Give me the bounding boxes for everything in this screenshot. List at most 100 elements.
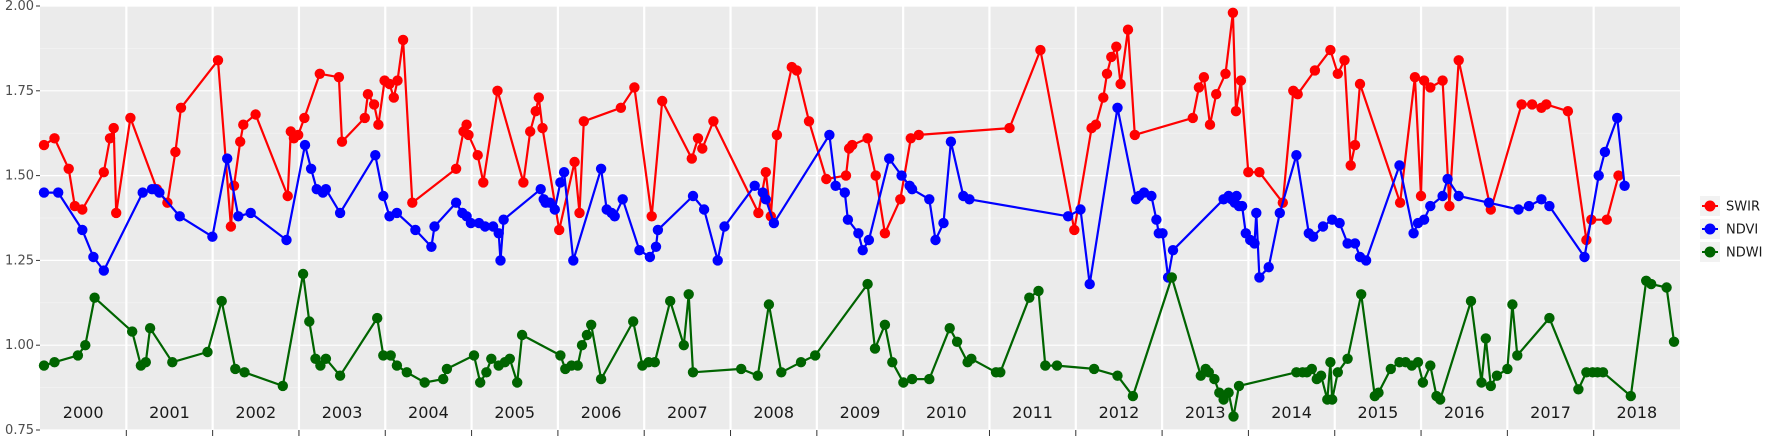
data-point <box>1306 363 1318 375</box>
data-point <box>1227 7 1239 18</box>
data-point <box>450 197 462 208</box>
data-point <box>1573 384 1584 395</box>
data-point <box>1437 75 1448 86</box>
data-point <box>368 99 380 110</box>
data-point <box>821 173 832 185</box>
data-point <box>1409 72 1421 83</box>
data-point <box>388 92 399 103</box>
data-point <box>1332 367 1344 378</box>
data-point <box>1339 55 1350 66</box>
data-point <box>1112 102 1123 114</box>
data-point <box>1187 112 1199 124</box>
data-point <box>478 177 489 188</box>
data-point <box>863 234 875 246</box>
data-point <box>154 187 165 198</box>
data-point <box>1513 204 1524 215</box>
data-point <box>879 319 891 330</box>
data-point <box>1597 367 1609 378</box>
data-point <box>1127 390 1139 402</box>
data-point <box>525 126 536 137</box>
data-point <box>239 367 250 378</box>
year-labels: 2000 2001 2002 2003 2004 2005 2006 2007 2008 2009… <box>63 403 1657 436</box>
data-point <box>555 177 566 188</box>
year-label: 2002 <box>235 403 276 422</box>
data-point <box>1231 190 1242 202</box>
data-point <box>1084 278 1095 290</box>
data-point <box>450 163 462 174</box>
data-point <box>1193 82 1205 93</box>
legend: SWIR NDVI NDWI <box>1700 196 1762 262</box>
data-point <box>314 68 325 80</box>
data-point <box>397 34 409 46</box>
data-point <box>49 133 60 144</box>
data-point <box>111 207 122 219</box>
data-point <box>839 187 850 198</box>
data-point <box>537 122 548 134</box>
data-point <box>1069 224 1080 236</box>
data-point <box>518 177 529 188</box>
data-point <box>1507 299 1518 310</box>
year-label: 2000 <box>63 403 104 422</box>
data-point <box>791 65 802 76</box>
year-label: 2015 <box>1358 403 1399 422</box>
data-point <box>1437 190 1448 202</box>
data-point <box>1599 146 1611 158</box>
data-point <box>568 255 579 266</box>
data-point <box>1249 238 1260 249</box>
year-label: 2016 <box>1444 403 1485 422</box>
data-point <box>1444 200 1455 212</box>
year-label: 2010 <box>926 403 967 422</box>
year-label: 2018 <box>1616 403 1657 422</box>
data-point <box>372 312 383 324</box>
data-point <box>1646 278 1657 290</box>
data-point <box>558 167 570 178</box>
data-point <box>1035 44 1046 56</box>
data-point <box>53 187 64 198</box>
data-point <box>384 78 395 90</box>
data-point <box>1228 411 1239 422</box>
data-point <box>104 133 116 144</box>
data-point <box>938 217 949 229</box>
data-point <box>595 163 607 174</box>
y-tick-label: 1.50 <box>5 169 34 184</box>
data-point <box>1408 228 1419 239</box>
data-point <box>719 221 730 232</box>
data-point <box>634 245 645 256</box>
data-point <box>945 136 957 147</box>
data-point <box>504 353 515 364</box>
data-point <box>492 85 503 97</box>
data-point <box>905 133 916 144</box>
data-point <box>930 234 941 246</box>
data-point <box>495 255 506 266</box>
data-point <box>1373 387 1384 398</box>
data-point <box>698 204 710 215</box>
data-point <box>1146 190 1157 202</box>
data-point <box>966 353 977 364</box>
data-point <box>370 150 381 161</box>
year-label: 2017 <box>1530 403 1571 422</box>
data-point <box>391 360 403 371</box>
data-point <box>140 357 151 368</box>
data-point <box>125 112 136 124</box>
data-point <box>1417 377 1429 388</box>
data-point <box>1167 245 1179 256</box>
data-point <box>461 119 472 130</box>
data-point <box>649 357 660 368</box>
data-point <box>708 116 719 127</box>
data-point <box>879 228 891 239</box>
data-point <box>170 146 181 158</box>
data-point <box>712 255 723 266</box>
data-point <box>884 153 895 164</box>
data-point <box>127 326 138 337</box>
data-point <box>281 234 292 246</box>
data-point <box>88 251 99 263</box>
data-point <box>1090 119 1102 130</box>
data-point <box>760 194 771 205</box>
data-point <box>293 129 304 141</box>
data-point <box>392 75 403 86</box>
data-point <box>1354 78 1366 90</box>
data-point <box>410 224 421 236</box>
data-point <box>683 289 694 300</box>
data-point <box>1544 312 1555 324</box>
data-point <box>305 163 317 174</box>
